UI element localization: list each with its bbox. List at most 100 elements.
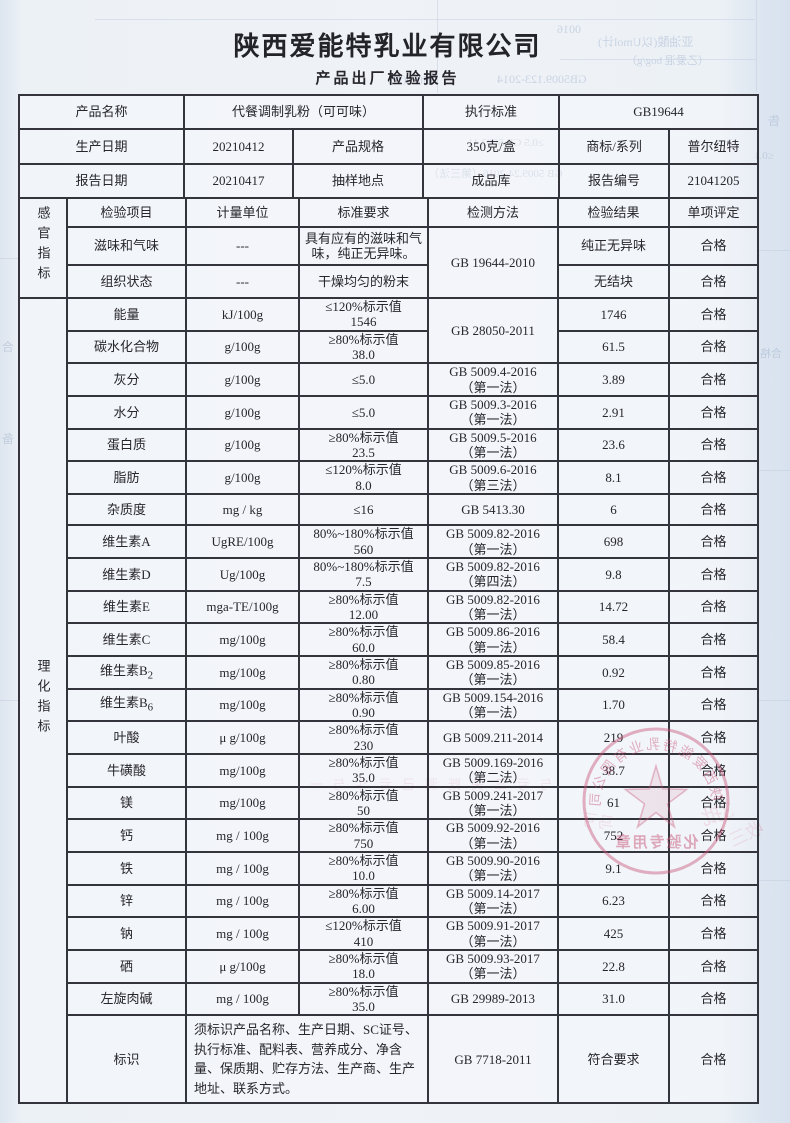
report-no-label: 报告编号: [558, 163, 671, 199]
cell-verdict: 合格: [668, 226, 759, 266]
report-no-value: 21041205: [668, 163, 760, 199]
cell-verdict: 合格: [668, 622, 759, 657]
spec-value: 350克/盒: [422, 128, 561, 165]
cell-result: 符合要求: [557, 1014, 670, 1105]
cell-result: 6.23: [557, 883, 670, 919]
cell-method: GB 5009.241-2017 （第一法）: [427, 785, 559, 821]
bleed-text-artifact: 备: [2, 432, 15, 446]
section-label-text: 理化指标: [35, 658, 51, 739]
cell-standard: ≥80%标示值 12.00: [298, 589, 429, 625]
cell-method: GB 29989-2013: [427, 981, 559, 1017]
inspection-stamp: 陕西爱能特乳业有限公司 化验专用章: [580, 725, 732, 877]
cell-method: GB 5009.4-2016 （第一法）: [427, 362, 559, 397]
cell-method: GB 5009.86-2016 （第一法）: [427, 622, 559, 657]
cell-standard: ≥80%标示值 50: [298, 785, 429, 821]
cell-standard: ≤5.0: [298, 362, 429, 397]
cell-verdict: 合格: [668, 654, 759, 690]
cell-standard: ≤5.0: [298, 394, 429, 430]
cell-item: 水分: [66, 394, 187, 430]
cell-unit: mga-TE/100g: [185, 589, 300, 625]
section-label-physchem: 理化指标: [18, 296, 68, 1105]
cell-method: GB 5009.6-2016 （第三法）: [427, 460, 559, 495]
spec-label: 产品规格: [291, 128, 425, 165]
cell-verdict: 合格: [668, 850, 759, 886]
cell-item: 灰分: [66, 362, 187, 397]
cell-method: GB 5009.82-2016 （第一法）: [427, 524, 559, 559]
product-name-label: 产品名称: [18, 94, 185, 130]
bleed-line-artifact: [757, 700, 790, 701]
report-date-label: 报告日期: [18, 163, 185, 199]
cell-standard: 具有应有的滋味和气 味，纯正无异味。: [298, 226, 429, 266]
cell-method: GB 5009.82-2016 （第一法）: [427, 589, 559, 625]
cell-result: 38.7: [557, 752, 670, 788]
cell-item: 维生素A: [66, 524, 187, 559]
bleed-text-artifact: 合: [2, 340, 15, 354]
cell-unit: mg/100g: [185, 687, 300, 723]
inspection-table: 感官指标 检验项目 计量单位 标准要求 检测方法 检验结果 单项评定 滋味和气味 --- 具有应有…: [18, 197, 759, 1105]
cell-method: GB 5009.93-2017 （第一法）: [427, 948, 559, 984]
bleed-line-artifact: [757, 880, 790, 881]
brand-label: 商标/系列: [558, 128, 671, 165]
cell-unit: mg / 100g: [185, 916, 300, 951]
cell-verdict: 合格: [668, 492, 759, 527]
cell-result: 61: [557, 785, 670, 821]
cell-item: 牛磺酸: [66, 752, 187, 788]
cell-method: GB 5009.154-2016 （第一法）: [427, 687, 559, 723]
product-name-value: 代餐调制乳粉（可可味）: [182, 94, 425, 130]
cell-item: 组织状态: [66, 264, 187, 299]
cell-method: GB 28050-2011: [427, 296, 559, 365]
cell-verdict: 合格: [668, 883, 759, 919]
column-header: 标准要求: [298, 197, 429, 228]
bleed-line-artifact: [756, 0, 757, 92]
cell-standard: 80%~180%标示值 7.5: [298, 556, 429, 592]
cell-result: 61.5: [557, 329, 670, 365]
cell-standard: ≤120%标示值 8.0: [298, 460, 429, 495]
cell-unit: mg / 100g: [185, 818, 300, 853]
cell-result: 23.6: [557, 427, 670, 463]
product-info-table: 产品名称 代餐调制乳粉（可可味） 执行标准 GB19644 生产日期 20210…: [18, 94, 760, 199]
cell-standard: ≥80%标示值 750: [298, 818, 429, 853]
brand-value: 普尔纽特: [668, 128, 760, 165]
cell-verdict: 合格: [668, 297, 759, 332]
cell-unit: mg/100g: [185, 752, 300, 788]
column-header: 检验结果: [557, 197, 670, 228]
cell-method: GB 5009.82-2016 （第四法）: [427, 556, 559, 592]
bleed-line-artifact: [0, 258, 18, 259]
cell-method: GB 5009.14-2017 （第一法）: [427, 883, 559, 919]
column-header: 检验项目: [66, 197, 187, 228]
cell-result: 31.0: [557, 981, 670, 1017]
cell-standard: ≤120%标示值 1546: [298, 297, 429, 332]
cell-result: 6: [557, 492, 670, 527]
cell-method: GB 5009.85-2016 （第一法）: [427, 654, 559, 690]
cell-unit: mg / 100g: [185, 883, 300, 919]
cell-standard: ≥80%标示值 60.0: [298, 622, 429, 657]
cell-result: 425: [557, 916, 670, 951]
cell-verdict: 合格: [668, 264, 759, 299]
cell-standard: ≤120%标示值 410: [298, 916, 429, 951]
cell-item: 碳水化合物: [66, 329, 187, 365]
bleed-line-artifact: [757, 250, 790, 251]
cell-unit: g/100g: [185, 394, 300, 430]
stamp-star-icon: [622, 763, 690, 830]
cell-standard: 干燥均匀的粉末: [298, 264, 429, 299]
cell-standard: ≥80%标示值 35.0: [298, 981, 429, 1017]
cell-unit: mg/100g: [185, 785, 300, 821]
cell-result: 8.1: [557, 460, 670, 495]
cell-standard: ≥80%标示值 0.90: [298, 687, 429, 723]
cell-label-requirements: 须标识产品名称、生产日期、SC证号、执行标准、配料表、营养成分、净含量、保质期、…: [185, 1014, 429, 1105]
cell-item: 维生素B6: [66, 687, 187, 723]
cell-item: 锌: [66, 883, 187, 919]
cell-standard: 80%~180%标示值 560: [298, 524, 429, 559]
bleed-text-artifact: 合格: [760, 348, 782, 360]
cell-standard: ≥80%标示值 10.0: [298, 850, 429, 886]
cell-standard: ≥80%标示值 6.00: [298, 883, 429, 919]
cell-item: 能量: [66, 297, 187, 332]
cell-verdict: 合格: [668, 556, 759, 592]
bleed-line-artifact: [560, 59, 756, 60]
cell-verdict: 合格: [668, 362, 759, 397]
report-date-value: 20210417: [183, 163, 294, 199]
cell-unit: mg / kg: [185, 492, 300, 527]
cell-result: 0.92: [557, 654, 670, 690]
prod-date-value: 20210412: [183, 128, 294, 165]
cell-verdict: 合格: [668, 1014, 759, 1105]
